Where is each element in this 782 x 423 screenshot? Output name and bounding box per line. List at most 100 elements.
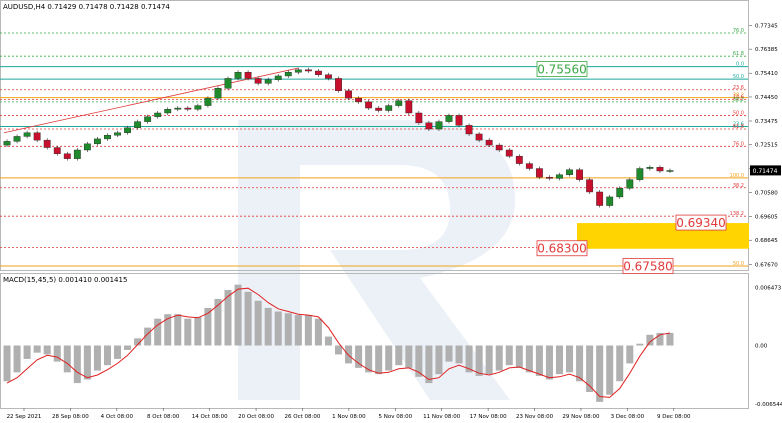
fib-level-label: 50.0 <box>733 74 744 80</box>
candle-body <box>164 109 172 114</box>
macd-histogram-bar <box>124 345 132 350</box>
trend-line <box>3 67 299 134</box>
candle-body <box>3 141 11 146</box>
broker-logo-watermark <box>238 120 515 400</box>
time-tick-label: 26 Oct 08:00 <box>285 414 321 420</box>
macd-histogram-bar <box>194 316 202 346</box>
price-tick-label: 0.77345 <box>755 23 778 29</box>
candle-body <box>636 168 644 180</box>
macd-histogram-bar <box>314 318 322 346</box>
candle-body <box>33 132 41 141</box>
macd-histogram-bar <box>505 345 513 366</box>
candle-body <box>525 163 533 169</box>
macd-histogram-bar <box>586 345 594 393</box>
candle-body <box>284 72 292 77</box>
macd-histogram-bar <box>264 307 272 346</box>
macd-histogram-bar <box>566 345 574 373</box>
time-axis: 22 Sep 2021 28 Sep 08:00 4 Oct 08:00 8 Oct … <box>7 408 691 420</box>
callout-box <box>675 214 727 231</box>
macd-histogram-bar <box>334 345 343 355</box>
candle-body <box>445 115 453 122</box>
macd-histogram-bar <box>365 345 373 373</box>
time-tick-label: 22 Sep 2021 <box>7 414 42 420</box>
time-tick-label: 5 Nov 08:00 <box>379 414 413 420</box>
macd-histogram-bar <box>375 345 383 375</box>
last-price-marker <box>750 165 781 176</box>
candle-body <box>616 188 624 198</box>
candle-body <box>546 176 553 179</box>
candle-body <box>294 69 302 73</box>
candle-body <box>465 125 473 135</box>
macd-histogram-bar <box>294 315 302 346</box>
price-callouts: 0.75560 0.69340 0.68300 0.67580 <box>536 61 727 274</box>
candle-body <box>395 100 403 106</box>
candle-body <box>13 136 21 142</box>
callout-value: 0.68300 <box>537 242 587 256</box>
price-tick-label: 0.73475 <box>755 119 778 125</box>
macd-axis: 0.006473 0.00 -0.006544 <box>755 286 782 408</box>
macd-histogram-bar <box>626 345 634 364</box>
candle-body <box>274 75 282 80</box>
candle-body <box>515 155 523 164</box>
fib-level-label: 76.0 <box>733 141 744 147</box>
fib-level-label: 138.2 <box>730 211 744 217</box>
candle-body <box>144 116 152 122</box>
fib-level-label: 100.0 <box>730 173 744 179</box>
macd-histogram-bar <box>395 345 403 366</box>
macd-histogram-bar <box>666 332 674 346</box>
macd-histogram-bar <box>103 345 111 366</box>
price-axis: 0.77345 0.76385 0.75410 0.74450 0.73475 0.725… <box>749 23 781 268</box>
macd-histogram-bar <box>616 345 624 382</box>
callout-box <box>536 240 588 257</box>
candle-body <box>214 88 222 99</box>
macd-histogram-bar <box>455 345 463 364</box>
callout-value: 0.69340 <box>676 216 726 230</box>
candle-body <box>576 169 583 180</box>
macd-histogram-bar <box>415 345 423 377</box>
price-tick-label: 0.75410 <box>755 71 778 77</box>
candle-body <box>596 191 604 206</box>
candle-body <box>304 69 312 72</box>
candle-body <box>375 107 383 111</box>
macd-histogram-bar <box>475 345 483 376</box>
macd-series <box>3 284 674 402</box>
candle-body <box>325 74 332 79</box>
macd-histogram-bar <box>555 345 564 375</box>
macd-histogram-bar <box>495 345 503 371</box>
macd-histogram-bar <box>405 345 413 368</box>
candle-body <box>505 149 513 157</box>
candle-body <box>234 72 242 79</box>
candle-body <box>566 169 573 175</box>
macd-histogram-bar <box>224 290 232 346</box>
macd-histogram-bar <box>43 345 51 355</box>
candle-body <box>23 132 31 137</box>
macd-histogram-bar <box>93 345 101 371</box>
time-tick-label: 28 Sep 08:00 <box>52 414 89 420</box>
chart-header: AUDUSD,H4 0.71429 0.71478 0.71428 0.7147… <box>3 3 170 11</box>
macd-histogram-bar <box>33 345 41 353</box>
candle-body <box>314 70 322 75</box>
candle-body <box>204 97 212 106</box>
macd-histogram-bar <box>304 315 312 346</box>
candle-body <box>606 196 614 206</box>
callout-box <box>536 61 588 77</box>
macd-histogram-bar <box>154 318 162 346</box>
candle-body <box>53 147 61 154</box>
macd-histogram-bar <box>646 334 654 346</box>
macd-histogram-bar <box>3 345 11 382</box>
macd-tick-label: -0.006544 <box>755 402 782 408</box>
macd-histogram-bar <box>465 345 473 373</box>
candle-body <box>114 132 121 136</box>
candle-body <box>184 107 192 110</box>
macd-histogram-bar <box>345 345 353 364</box>
candle-body <box>264 79 272 84</box>
macd-histogram-bar <box>545 345 553 380</box>
macd-histogram-bar <box>184 318 192 346</box>
candle-body <box>134 121 142 128</box>
candle-body <box>224 78 232 89</box>
candle-body <box>425 122 433 130</box>
candle-body <box>646 167 654 169</box>
callout-value: 0.67580 <box>623 260 673 274</box>
time-tick-label: 17 Nov 08:00 <box>470 414 508 420</box>
